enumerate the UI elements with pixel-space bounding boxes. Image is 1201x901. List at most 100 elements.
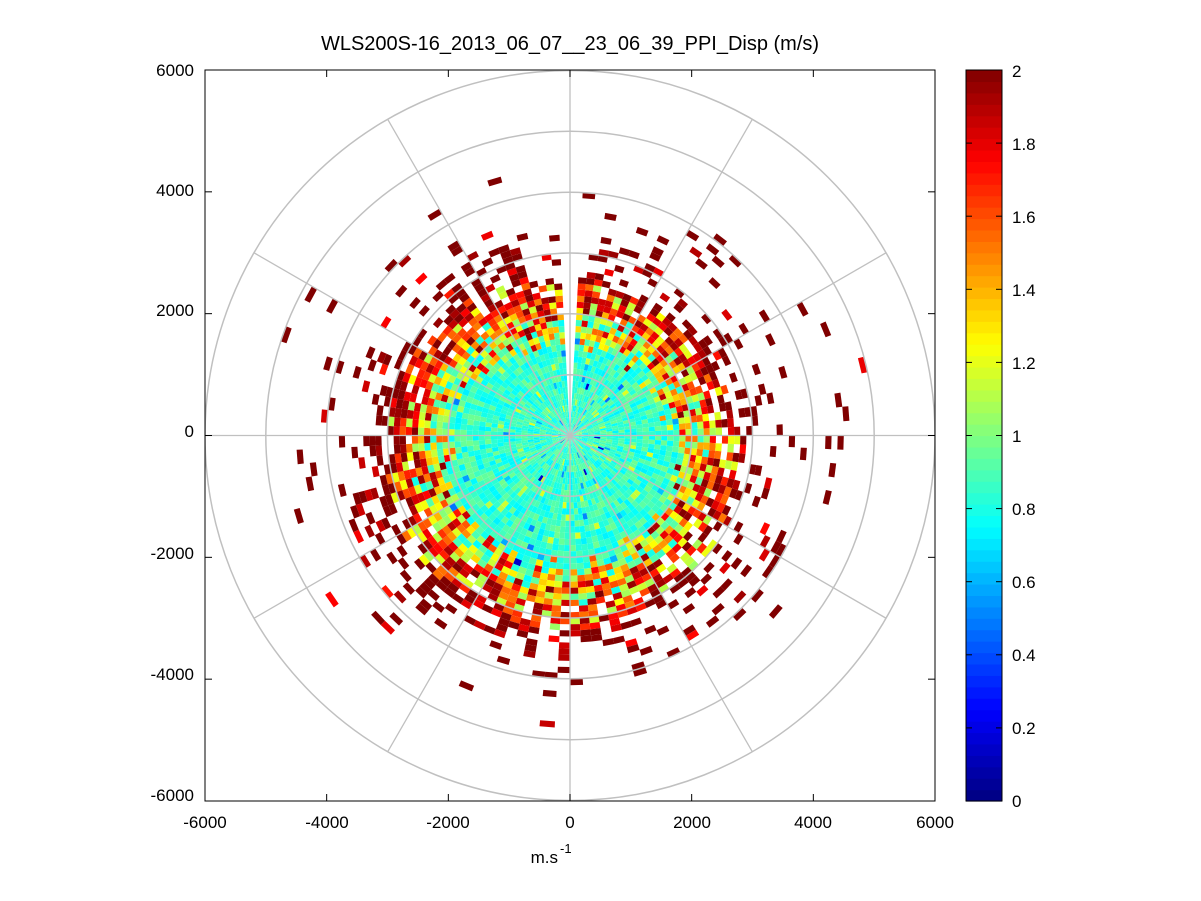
scan-cell (497, 420, 505, 425)
scan-cell (630, 438, 637, 443)
scan-cell (584, 339, 591, 347)
scan-cell (788, 435, 796, 448)
scan-cell (651, 358, 660, 367)
scan-cell (566, 405, 569, 412)
scan-cell (534, 539, 542, 548)
scan-cell (503, 301, 514, 311)
scan-cell (542, 372, 549, 380)
scan-cell (575, 437, 582, 440)
scan-cell (460, 429, 467, 436)
scan-cell (530, 491, 537, 499)
scan-cell (522, 422, 529, 427)
scan-cell (559, 630, 570, 637)
scan-cell (563, 393, 567, 400)
scan-cell (408, 355, 419, 367)
scan-cell (444, 603, 458, 615)
scan-cell (606, 439, 613, 443)
scan-cell (461, 529, 472, 539)
scan-cell (557, 436, 564, 438)
scan-cell (591, 634, 603, 642)
scan-cell (517, 512, 525, 520)
scan-cell (604, 446, 611, 451)
scan-cell (483, 386, 491, 394)
scan-cell (571, 447, 574, 454)
scan-cell (528, 424, 535, 428)
scan-cell (544, 315, 552, 323)
scan-cell (508, 481, 516, 489)
scan-cell (642, 318, 653, 328)
scan-cell (593, 402, 599, 409)
scan-cell (501, 381, 509, 389)
scan-cell (541, 411, 548, 417)
scan-cell (486, 394, 495, 401)
scan-cell (460, 424, 468, 431)
scan-cell (685, 435, 692, 442)
scan-cell (431, 456, 440, 465)
scan-cell (624, 438, 631, 442)
scan-cell (587, 439, 594, 442)
scan-cell (617, 421, 624, 426)
scan-cell (581, 507, 587, 514)
scan-cell (540, 440, 547, 444)
scan-cell (613, 566, 623, 575)
scan-cell (600, 431, 607, 434)
scan-cell (570, 581, 578, 588)
scan-cell (461, 451, 469, 459)
scan-cell (583, 345, 589, 353)
scan-cell (571, 423, 573, 430)
scan-cell (431, 406, 440, 415)
scan-cell (575, 326, 582, 333)
scan-cell (429, 356, 439, 367)
scan-cell (593, 522, 601, 530)
scan-cell (564, 465, 567, 472)
scan-cell (646, 362, 656, 371)
scan-cell (492, 508, 501, 517)
scan-cell (576, 550, 583, 558)
scan-cell (485, 534, 495, 544)
scan-cell (629, 565, 639, 575)
scan-cell (721, 550, 733, 562)
scan-cell (530, 364, 537, 373)
scan-cell (541, 454, 548, 460)
scan-cell (573, 362, 578, 369)
scan-cell (543, 309, 551, 317)
scan-cell (655, 508, 665, 517)
scan-cell (643, 460, 651, 467)
scan-cell (412, 443, 419, 453)
scan-cell (503, 402, 511, 409)
scan-cell (412, 410, 420, 420)
scan-cell (673, 435, 680, 442)
scan-cell (612, 457, 619, 463)
scan-cell (501, 516, 510, 525)
scan-cell (576, 458, 580, 465)
scan-cell (579, 442, 586, 447)
scan-cell (656, 405, 664, 412)
scan-cell (639, 354, 648, 363)
colorbar-tick-label: 0.6 (1012, 573, 1036, 592)
scan-cell (402, 488, 411, 499)
scan-cell (504, 418, 512, 423)
scan-cell (535, 559, 544, 567)
scan-cell (433, 376, 443, 386)
scan-cell (550, 396, 556, 403)
scan-cell (491, 443, 498, 448)
scan-cell (586, 460, 592, 467)
colorbar-swatch (966, 778, 1002, 791)
scan-cell (617, 471, 625, 478)
scan-cell (585, 370, 591, 378)
scan-cell (624, 554, 634, 564)
scan-cell (576, 495, 581, 503)
scan-cell (597, 375, 604, 383)
scan-cell (581, 416, 587, 422)
scan-cell (579, 463, 584, 471)
scan-cell (544, 671, 558, 679)
scan-cell (552, 438, 559, 442)
scan-cell (440, 394, 449, 403)
scan-cell (559, 451, 563, 458)
scan-cell (560, 458, 564, 465)
scan-cell (563, 418, 567, 425)
scan-cell (503, 485, 512, 493)
scan-cell (588, 505, 595, 512)
scan-cell (364, 524, 375, 538)
scan-cell (545, 465, 551, 472)
